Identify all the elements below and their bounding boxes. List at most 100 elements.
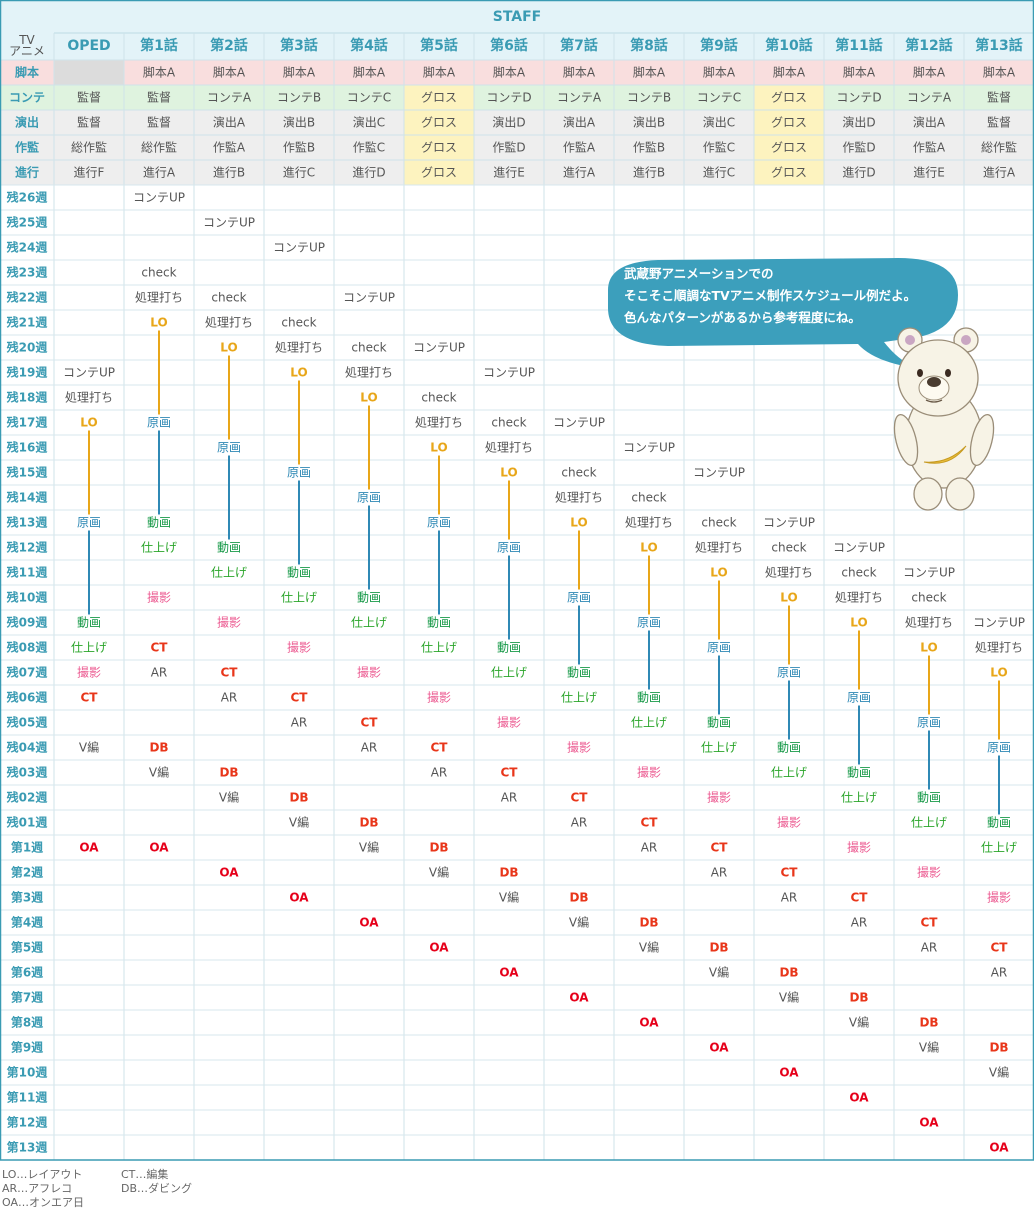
schedule-event: 動画: [357, 591, 381, 605]
schedule-event: DB: [359, 816, 378, 830]
schedule-event: DB: [849, 991, 868, 1005]
schedule-event: DB: [569, 891, 588, 905]
column-header: 第10話: [765, 37, 812, 54]
week-label: 残07週: [7, 665, 48, 680]
schedule-event: LO: [150, 316, 167, 330]
staff-cell: [684, 85, 754, 110]
schedule-event: 撮影: [917, 866, 941, 880]
staff-row-label: 作監: [15, 140, 39, 155]
schedule-event: DB: [499, 866, 518, 880]
week-label: 残20週: [7, 340, 48, 355]
week-label: 残11週: [7, 565, 48, 580]
week-label: 残15週: [7, 465, 48, 480]
schedule-event: LO: [640, 541, 657, 555]
staff-cell-text: 脚本A: [353, 65, 386, 80]
schedule-event: 仕上げ: [561, 691, 597, 705]
schedule-event: V編: [219, 790, 239, 805]
week-label: 第13週: [7, 1140, 48, 1155]
week-label: 残13週: [7, 515, 48, 530]
schedule-event: 原画: [497, 541, 521, 555]
schedule-event: 仕上げ: [351, 616, 387, 630]
staff-row-label: 演出: [15, 115, 39, 130]
week-label: 第3週: [11, 890, 43, 905]
schedule-event: V編: [79, 740, 99, 755]
schedule-event: CT: [151, 641, 169, 655]
schedule-event: AR: [291, 716, 308, 730]
staff-cell-text: 作監B: [633, 140, 665, 155]
staff-cell-text: 監督: [987, 90, 1011, 105]
schedule-event: 動画: [637, 691, 661, 705]
staff-cell-text: コンテB: [627, 91, 671, 105]
schedule-event: CT: [711, 841, 729, 855]
schedule-event: AR: [221, 691, 238, 705]
staff-cell: [824, 135, 894, 160]
staff-cell-text: コンテD: [486, 91, 531, 105]
schedule-event: 原画: [77, 516, 101, 530]
schedule-event: V編: [149, 765, 169, 780]
schedule-event: 動画: [987, 816, 1011, 830]
staff-cell-text: 脚本A: [423, 65, 456, 80]
week-label: 残05週: [7, 715, 48, 730]
week-label: 残16週: [7, 440, 48, 455]
bubble-line: そこそこ順調なTVアニメ制作スケジュール例だよ。: [624, 288, 917, 303]
schedule-event: 仕上げ: [981, 841, 1017, 855]
column-header: 第5話: [420, 37, 458, 54]
staff-cell: [894, 85, 964, 110]
staff-cell: [754, 85, 824, 110]
staff-cell-text: グロス: [771, 116, 807, 130]
staff-row-bg: [0, 135, 54, 160]
staff-cell-text: 演出A: [563, 115, 596, 130]
week-label: 第9週: [11, 1040, 43, 1055]
staff-cell: [54, 60, 124, 85]
schedule-event: check: [701, 516, 736, 530]
schedule-event: CT: [291, 691, 309, 705]
schedule-event: V編: [779, 990, 799, 1005]
staff-cell-text: 進行D: [842, 166, 875, 180]
staff-cell: [544, 135, 614, 160]
staff-cell-text: 脚本A: [983, 65, 1016, 80]
staff-cell-text: 作監A: [563, 140, 596, 155]
staff-cell-text: グロス: [771, 141, 807, 155]
schedule-event: 処理打ち: [835, 591, 883, 605]
schedule-event: CT: [641, 816, 659, 830]
staff-cell: [404, 160, 474, 185]
schedule-event: 原画: [427, 516, 451, 530]
schedule-event: check: [911, 591, 946, 605]
staff-cell: [404, 110, 474, 135]
schedule-event: 原画: [637, 616, 661, 630]
week-label: 残06週: [7, 690, 48, 705]
schedule-event: 撮影: [707, 791, 731, 805]
staff-cell-text: 脚本A: [633, 65, 666, 80]
schedule-event: DB: [149, 741, 168, 755]
staff-cell-text: 演出C: [703, 115, 735, 130]
schedule-event: AR: [711, 866, 728, 880]
schedule-event: 処理打ち: [905, 616, 953, 630]
week-label: 残09週: [7, 615, 48, 630]
schedule-event: CT: [221, 666, 239, 680]
staff-cell: [614, 135, 684, 160]
staff-cell-text: コンテC: [697, 91, 741, 105]
legend-item: CT…編集: [121, 1168, 169, 1181]
staff-row-bg: [0, 85, 54, 110]
week-label: 残04週: [7, 740, 48, 755]
schedule-event: V編: [359, 840, 379, 855]
schedule-event: 処理打ち: [345, 366, 393, 380]
week-label: 残19週: [7, 365, 48, 380]
week-label: 第1週: [11, 840, 43, 855]
week-label: 残26週: [7, 190, 48, 205]
staff-cell-text: 進行B: [213, 166, 245, 180]
schedule-event: V編: [639, 940, 659, 955]
schedule-event: check: [631, 491, 666, 505]
staff-cell: [544, 110, 614, 135]
schedule-event: 撮影: [637, 766, 661, 780]
schedule-event: 撮影: [217, 616, 241, 630]
staff-cell: [894, 60, 964, 85]
schedule-event: 動画: [287, 566, 311, 580]
staff-cell-text: 演出C: [353, 115, 385, 130]
staff-cell: [124, 85, 194, 110]
schedule-event: 撮影: [357, 666, 381, 680]
staff-cell: [54, 110, 124, 135]
week-label: 残23週: [7, 265, 48, 280]
schedule-event: OA: [289, 891, 309, 905]
staff-cell: [614, 110, 684, 135]
